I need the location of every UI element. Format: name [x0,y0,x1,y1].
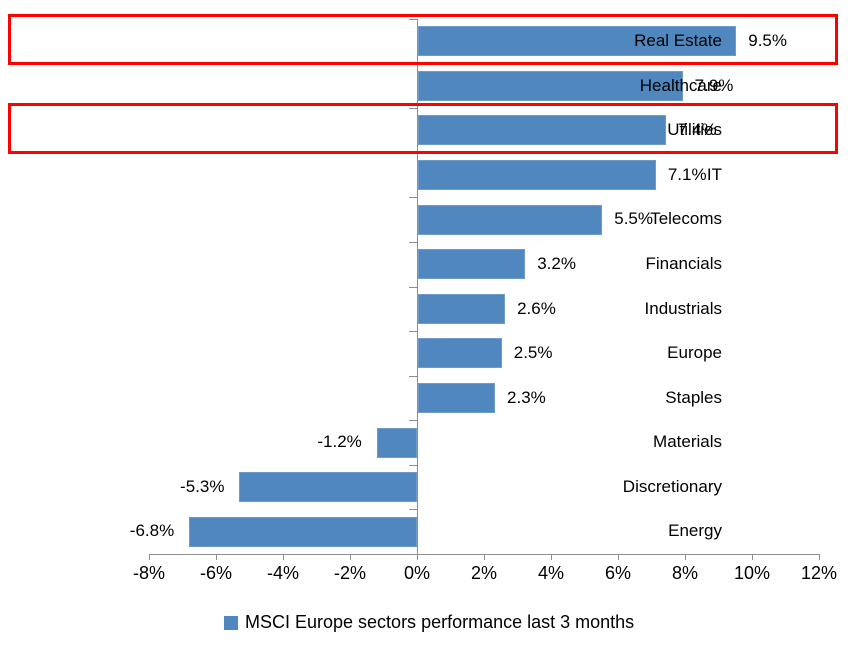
category-label-europe: Europe [667,343,722,363]
value-label-discretionary: -5.3% [180,476,225,496]
category-axis-tick [409,375,417,377]
bar-real-estate [418,26,737,57]
category-label-discretionary: Discretionary [622,476,722,496]
x-axis-tick-label: 12% [800,563,838,583]
legend: MSCI Europe sectors performance last 3 m… [224,612,634,633]
category-label-it: IT [706,164,722,184]
legend-label: MSCI Europe sectors performance last 3 m… [245,612,635,632]
category-label-energy: Energy [668,521,722,541]
bar-telecoms [418,204,603,235]
highlight-box-real-estate [8,14,838,65]
category-axis-tick [409,19,417,20]
bar-utilities [418,115,666,146]
x-axis-tick-label: 4% [537,563,564,583]
x-axis-tick-label: 8% [671,563,698,583]
category-label-industrials: Industrials [644,298,722,318]
value-label-staples: 2.3% [507,387,546,407]
bar-materials [376,427,417,458]
category-label-healthcare: Healthcare [639,75,722,95]
y-axis-zero-line [417,19,418,555]
x-axis-tick-mark [819,554,820,560]
x-axis-tick-label: -4% [266,563,299,583]
x-axis-tick-mark [685,554,686,560]
bar-healthcare [418,70,683,101]
x-axis-tick-label: -6% [199,563,232,583]
bar-it [418,160,656,191]
category-axis-tick [409,464,417,466]
x-axis-tick-mark [149,554,150,560]
value-label-materials: -1.2% [317,432,362,452]
value-label-utilities: 7.4% [677,120,717,140]
bar-europe [418,338,502,369]
x-axis-tick-label: 0% [403,563,430,583]
value-label-industrials: 2.6% [517,298,556,318]
category-label-real-estate: Real Estate [634,31,722,50]
bar-staples [418,382,496,413]
x-axis-tick-mark [350,554,351,560]
category-axis-tick [409,241,417,243]
category-label-telecoms: Telecoms [650,209,722,229]
x-axis-tick-mark [216,554,217,560]
value-label-it: 7.1% [667,164,707,184]
category-label-utilities: Utilities [667,120,722,140]
category-axis-tick [409,108,417,110]
x-axis-tick-mark [752,554,753,560]
x-axis-tick-mark [484,554,485,560]
category-label-financials: Financials [645,253,722,273]
value-label-telecoms: 5.5% [614,209,653,229]
x-axis-tick-label: 6% [604,563,631,583]
bar-discretionary [239,472,417,503]
value-label-healthcare: 7.9% [694,75,734,95]
category-axis-tick [409,554,417,555]
bar-financials [418,249,526,280]
x-axis-tick-label: 2% [470,563,497,583]
x-axis-tick-mark [417,554,418,560]
value-label-real-estate: 9.5% [748,31,787,50]
category-label-materials: Materials [653,432,722,452]
x-axis-tick-label: 10% [733,563,771,583]
bar-industrials [418,293,506,324]
value-label-financials: 3.2% [537,253,576,273]
category-axis-tick [409,420,417,422]
category-label-staples: Staples [665,387,722,407]
value-label-europe: 2.5% [513,343,553,363]
category-axis-tick [409,286,417,288]
category-axis-tick [409,331,417,333]
x-axis-tick-mark [283,554,284,560]
value-label-energy: -6.8% [129,521,175,541]
x-axis-tick-mark [618,554,619,560]
highlight-box-utilities [8,103,838,154]
category-axis-tick [409,509,417,511]
x-axis-tick-label: -2% [333,563,366,583]
x-axis-tick-mark [551,554,552,560]
x-axis-tick-label: -8% [132,563,165,583]
category-axis-tick [409,197,417,199]
legend-marker-icon [224,615,238,630]
bar-energy [189,516,417,547]
